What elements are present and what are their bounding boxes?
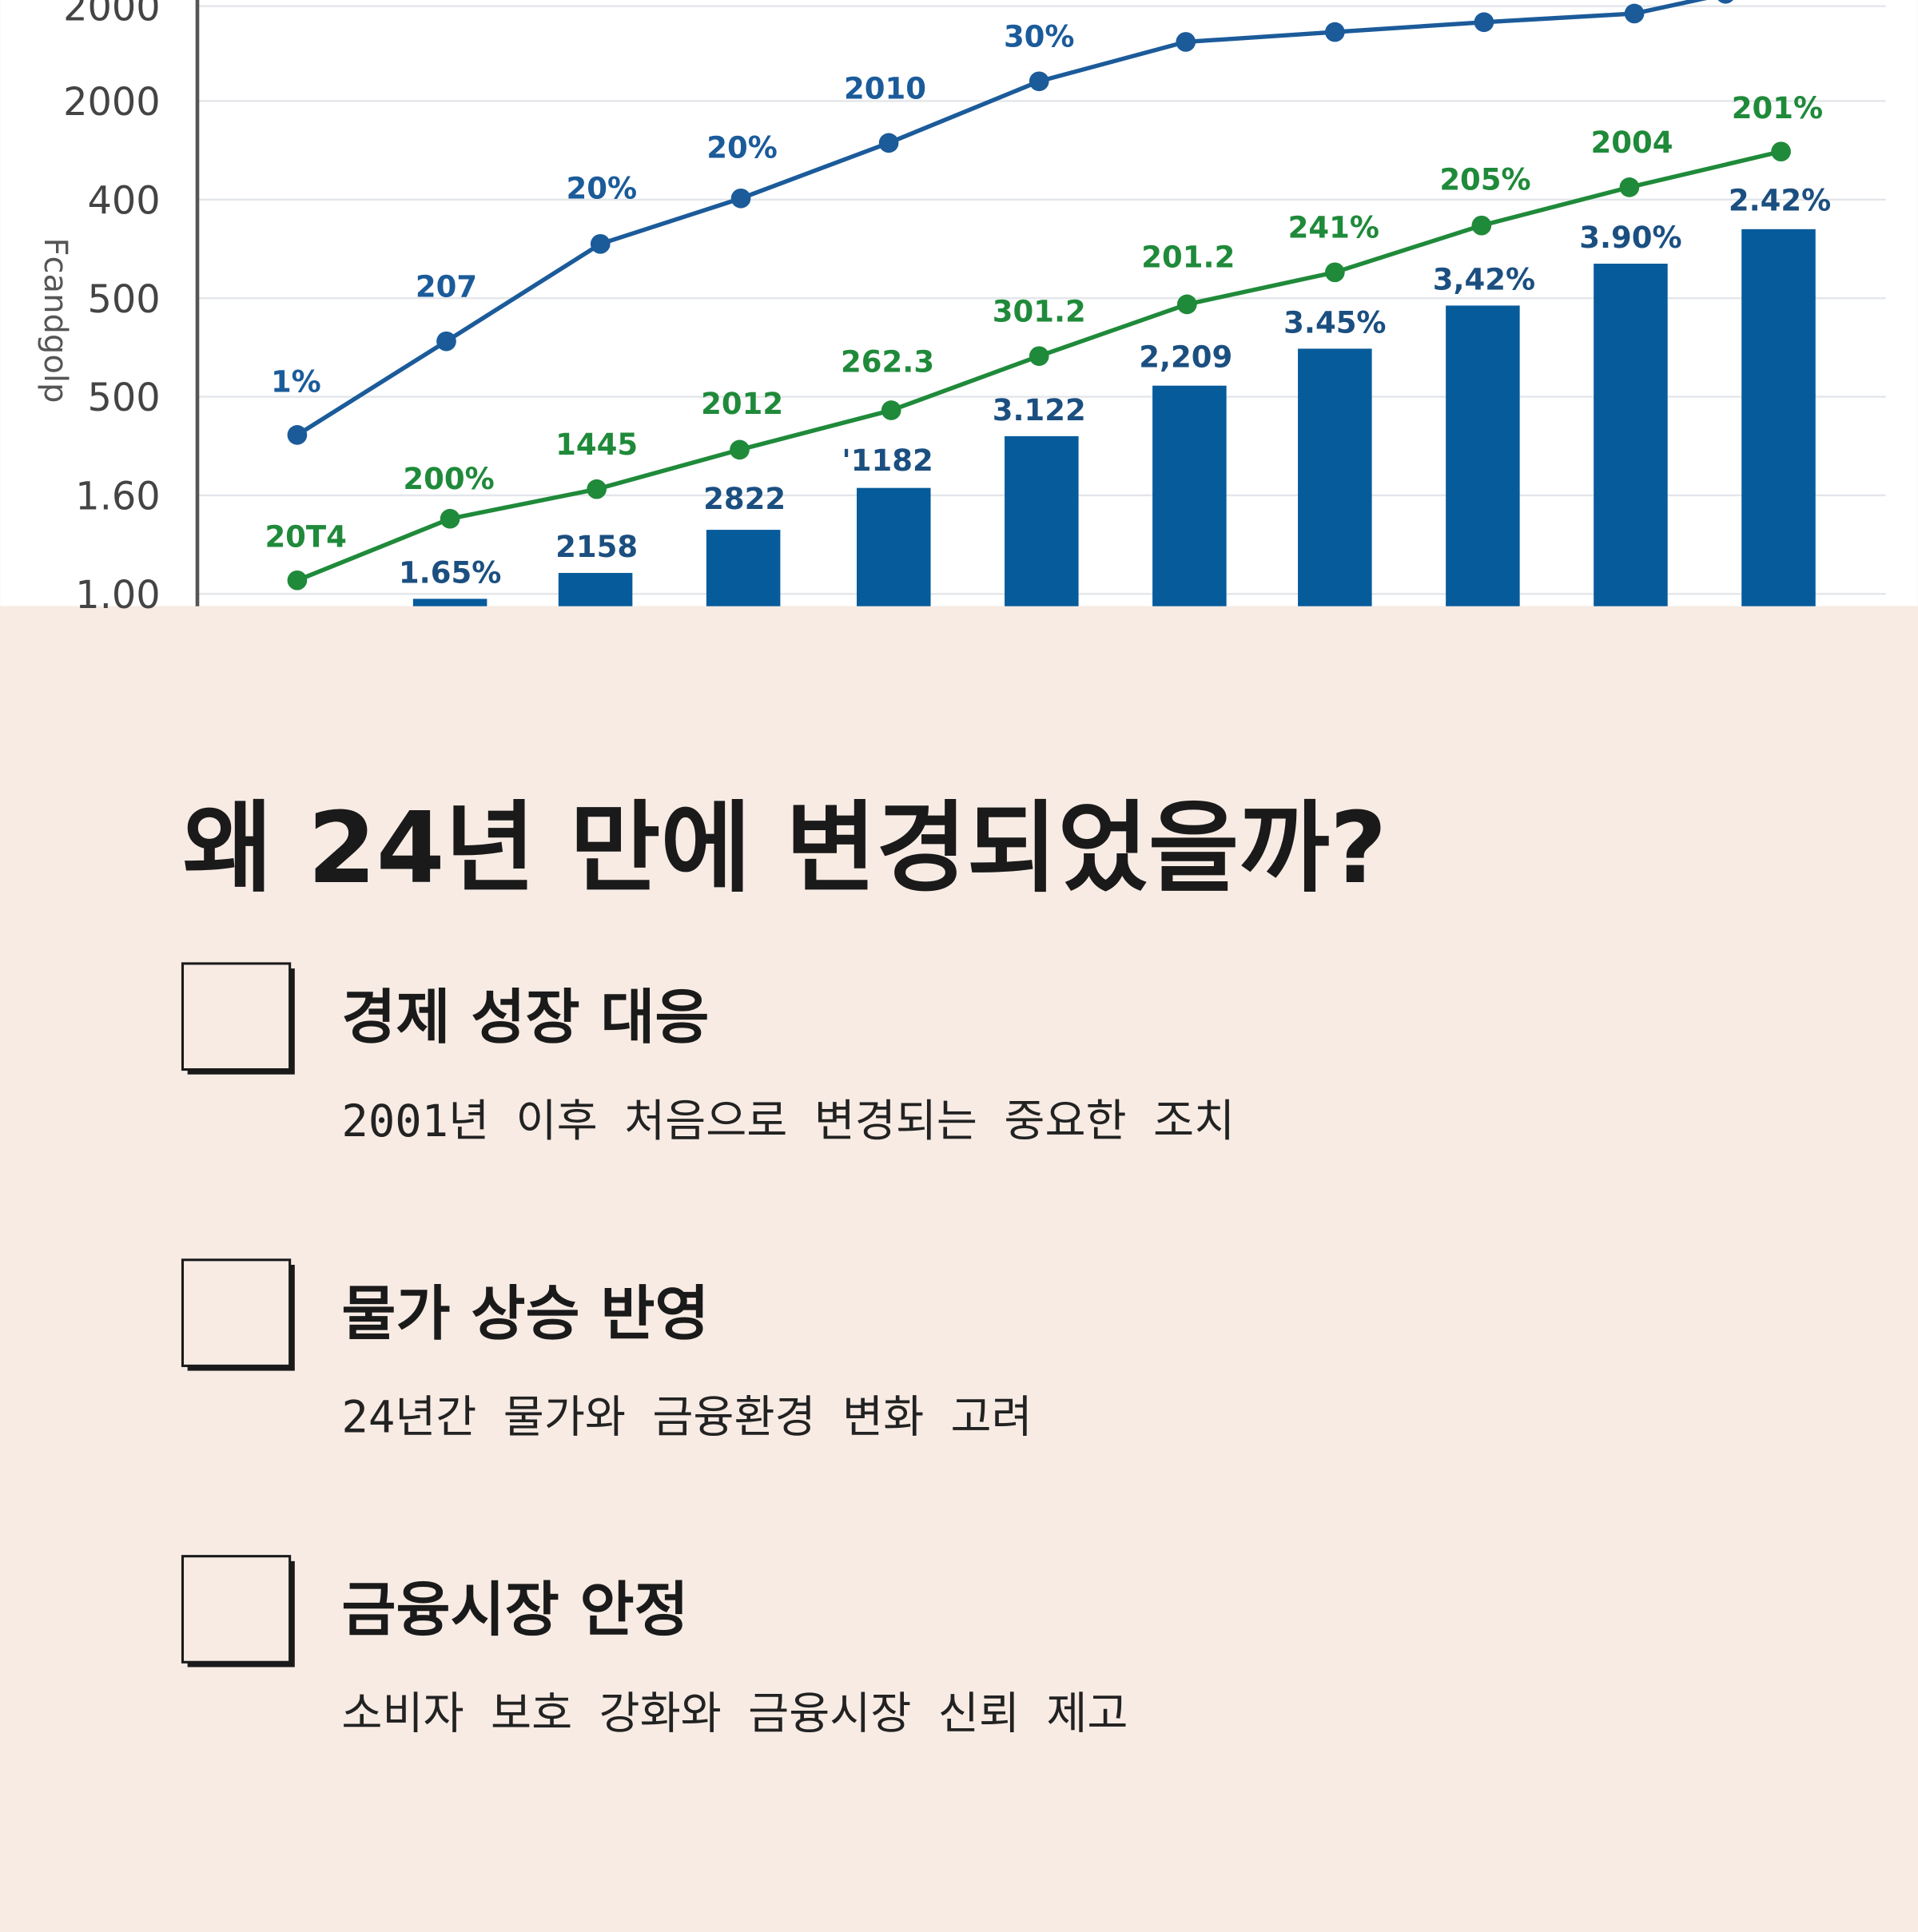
point [440, 508, 460, 529]
bar-label: 2822 [703, 482, 786, 516]
point [1771, 141, 1791, 162]
line-label: 2012 [701, 387, 783, 421]
bar [1298, 348, 1372, 606]
point [287, 425, 308, 445]
point [1619, 177, 1640, 197]
point [1176, 32, 1196, 52]
bar [412, 598, 487, 606]
bar-label: 2,209 [1139, 340, 1232, 375]
point [1471, 215, 1492, 236]
y-tick-label: 1.60 [75, 475, 160, 519]
point [287, 570, 308, 590]
point [436, 331, 456, 352]
point [1029, 346, 1049, 367]
point [1717, 0, 1733, 4]
bar [857, 487, 931, 606]
point [1325, 22, 1345, 42]
point [881, 400, 901, 420]
line-label: 201% [1732, 91, 1823, 125]
bar [1446, 305, 1520, 606]
point [1176, 294, 1197, 315]
line-label: 2010 [844, 71, 926, 105]
line-label: 1% [271, 364, 321, 399]
bar-label: 2.42% [1729, 184, 1831, 218]
line-label: 2004 [1590, 125, 1673, 160]
point [730, 439, 750, 460]
bar [558, 573, 633, 606]
heading: 왜 24년 만에 변경되었을까? [182, 791, 1387, 906]
item-description: 소비자 보호 강화와 금융시장 신뢰 제고 [341, 1688, 1128, 1740]
bar-label: 3.45% [1283, 305, 1386, 340]
axis-title: Fcandgolp [37, 237, 74, 403]
bar-label: 3,42% [1433, 262, 1535, 296]
checkbox [181, 1258, 292, 1367]
line-label: 201.2 [1141, 241, 1235, 275]
checkbox [181, 1555, 292, 1664]
item-title: 금융시장 안정 [341, 1576, 688, 1644]
y-tick-label: 2000 [63, 0, 161, 30]
line-label: 205% [1439, 162, 1530, 197]
line-label: 241% [1288, 211, 1379, 245]
bar-label: 2158 [555, 530, 638, 564]
line-label: 207 [416, 270, 477, 304]
bar [1594, 264, 1668, 606]
bar-label: 3.122 [993, 393, 1086, 427]
y-tick-label: 2000 [63, 81, 161, 125]
point [1325, 262, 1345, 283]
point [878, 133, 899, 153]
bar-label: '1182 [842, 443, 933, 478]
line-label: 1445 [555, 427, 638, 462]
y-tick-label: 400 [87, 179, 160, 223]
point [587, 479, 607, 499]
bar-label: 1.65% [399, 555, 501, 590]
y-tick-label: 1.00 [75, 574, 160, 618]
checkbox [181, 962, 292, 1071]
item-title: 경제 성장 대응 [341, 983, 709, 1051]
line-label: 20% [567, 171, 638, 205]
bar [1741, 229, 1816, 606]
bar [706, 530, 781, 606]
point [1029, 71, 1049, 92]
y-tick-label: 500 [87, 278, 160, 322]
y-tick-label: 500 [87, 376, 160, 420]
bar [1005, 435, 1079, 606]
item-description: 2001년 이후 처음으로 변경되는 중요한 조치 [341, 1095, 1235, 1147]
line-label: 200% [403, 462, 494, 496]
point [730, 188, 751, 209]
line-label: 262.3 [841, 345, 934, 380]
point [1474, 12, 1494, 33]
line-label: 301.2 [993, 294, 1086, 328]
item-description: 24년간 물가와 금융환경 변화 고려 [341, 1392, 1032, 1444]
item-title: 물가 상승 반영 [341, 1279, 709, 1348]
bar-label: 3.90% [1579, 221, 1681, 255]
line-label: 30% [1004, 20, 1075, 54]
content-background [0, 606, 1918, 1932]
bar [1152, 385, 1227, 606]
chart-image: 2000 2000 400 500 500 1.60 1.00 Fcandgolp 1% 207 2… [37, 0, 1886, 618]
line-label: 20% [706, 130, 778, 165]
point [590, 233, 611, 254]
point [1624, 3, 1645, 24]
line-label: 20T4 [265, 520, 346, 555]
